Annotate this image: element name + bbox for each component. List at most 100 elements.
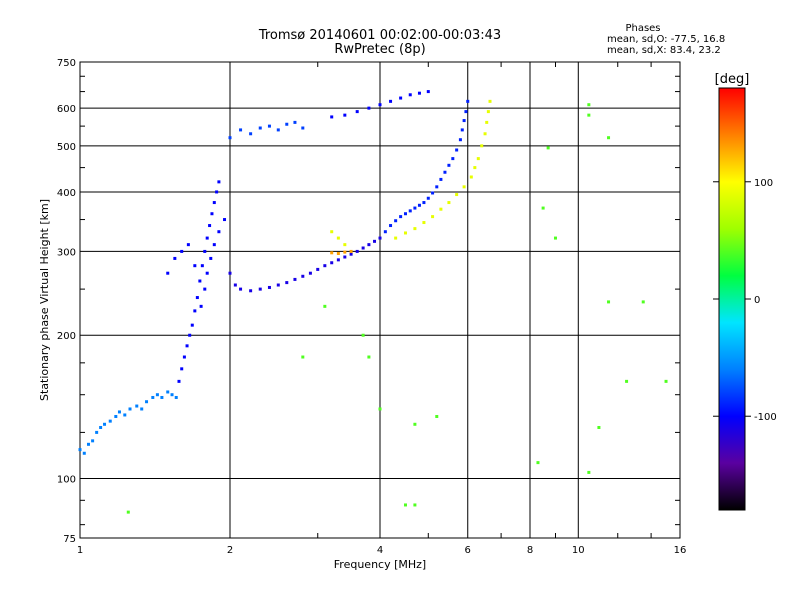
- data-point: [114, 414, 118, 418]
- data-point: [173, 256, 177, 260]
- y-tick-label: 600: [57, 104, 76, 115]
- data-point: [91, 439, 95, 443]
- data-point: [316, 267, 320, 271]
- data-point: [203, 287, 207, 291]
- data-point: [413, 422, 417, 426]
- data-point: [413, 206, 417, 210]
- data-point: [210, 212, 214, 216]
- data-point: [228, 271, 232, 275]
- data-point: [323, 264, 327, 268]
- data-point: [536, 461, 540, 465]
- data-point: [123, 413, 127, 417]
- x-tick-label: 6: [465, 545, 471, 556]
- x-tick-label: 8: [527, 545, 533, 556]
- data-point: [443, 170, 447, 174]
- data-point: [128, 407, 132, 411]
- data-point: [451, 157, 455, 161]
- data-point: [597, 425, 601, 429]
- data-point: [293, 277, 297, 281]
- data-point: [336, 236, 340, 240]
- data-point: [462, 185, 466, 189]
- data-point: [212, 201, 216, 205]
- data-point: [439, 207, 443, 211]
- x-tick-label: 2: [227, 545, 233, 556]
- data-point: [166, 390, 170, 394]
- stats-line-x: mean, sd,X: 83.4, 23.2: [607, 45, 721, 56]
- data-point: [177, 379, 181, 383]
- data-point: [249, 289, 253, 293]
- data-point: [330, 230, 334, 234]
- data-point: [330, 261, 334, 265]
- data-point: [355, 110, 359, 114]
- data-point: [587, 470, 591, 474]
- y-tick-label: 500: [57, 142, 76, 153]
- data-point: [208, 224, 212, 228]
- y-axis-label: Stationary phase Virtual Height [km]: [38, 199, 51, 401]
- data-point: [193, 309, 197, 313]
- data-point: [343, 250, 347, 254]
- data-point: [193, 264, 197, 268]
- data-point: [188, 333, 192, 337]
- data-point: [195, 296, 199, 300]
- colorbar-ticks: 100 0 -100: [713, 178, 777, 423]
- colorbar: [deg] 100 0 -100: [713, 72, 777, 511]
- data-point: [343, 243, 347, 247]
- y-tick-label: 100: [57, 475, 76, 486]
- data-point: [174, 395, 178, 399]
- x-tick-label: 10: [572, 545, 585, 556]
- data-point: [203, 249, 207, 253]
- data-point: [217, 230, 221, 234]
- data-point: [408, 209, 412, 213]
- data-point: [198, 279, 202, 283]
- data-point: [209, 256, 213, 260]
- data-point: [483, 132, 487, 136]
- data-point: [267, 285, 271, 289]
- data-point: [378, 103, 382, 107]
- data-point: [546, 146, 550, 150]
- data-point: [464, 110, 468, 114]
- data-point: [285, 122, 289, 126]
- y-tick-label: 300: [57, 247, 76, 258]
- data-point: [426, 196, 430, 200]
- data-point: [190, 323, 194, 327]
- data-point: [367, 106, 371, 110]
- data-point: [186, 243, 190, 247]
- data-point: [336, 258, 340, 262]
- data-point: [135, 404, 139, 408]
- data-point: [86, 442, 90, 446]
- data-point: [473, 166, 477, 170]
- data-point: [641, 300, 645, 304]
- data-point: [488, 99, 492, 103]
- data-point: [455, 148, 459, 152]
- data-point: [431, 191, 435, 195]
- data-point: [413, 227, 417, 231]
- data-point: [607, 136, 611, 140]
- data-point: [403, 503, 407, 507]
- y-tick-label: 75: [63, 534, 76, 545]
- y-tick-label: 400: [57, 188, 76, 199]
- data-point: [349, 249, 353, 253]
- data-point: [553, 236, 557, 240]
- data-point: [233, 283, 237, 287]
- data-point: [145, 400, 149, 404]
- data-point: [343, 255, 347, 259]
- data-point: [108, 419, 112, 423]
- data-point: [258, 287, 262, 291]
- data-point: [258, 126, 262, 130]
- chart-subtitle: RwPretec (8p): [334, 42, 425, 57]
- data-point: [408, 93, 412, 97]
- data-point: [486, 110, 490, 114]
- data-point: [422, 221, 426, 225]
- data-point: [476, 157, 480, 161]
- data-point: [403, 212, 407, 216]
- x-axis-ticks: 1 2 4 6 8 10 16: [77, 62, 686, 556]
- data-point: [205, 236, 209, 240]
- data-point: [431, 215, 435, 219]
- data-point: [212, 243, 216, 247]
- data-point: [308, 271, 312, 275]
- data-point: [541, 206, 545, 210]
- data-point: [378, 407, 382, 411]
- data-point: [625, 379, 629, 383]
- data-point: [426, 90, 430, 94]
